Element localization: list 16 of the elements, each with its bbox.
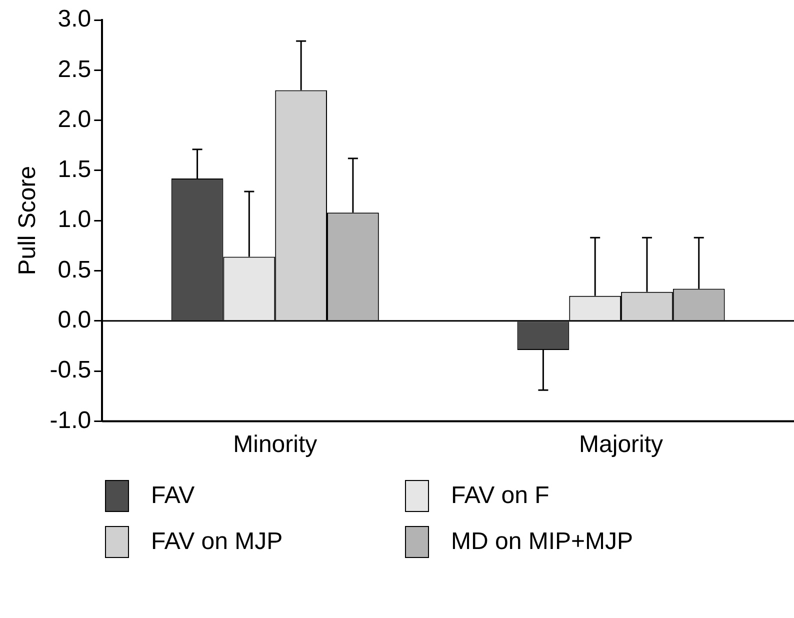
legend-label: FAV on MJP: [151, 528, 283, 556]
y-tick-label: 2.5: [58, 56, 92, 83]
y-tick-label: 0.5: [58, 256, 92, 284]
y-tick-label: 3.0: [58, 6, 92, 33]
y-tick-label: 2.0: [58, 106, 92, 133]
y-tick-label: -0.5: [50, 356, 92, 384]
x-tick-label: Minority: [233, 431, 318, 458]
y-tick-label: -1.0: [50, 406, 92, 434]
y-tick-label: 1.5: [58, 156, 92, 184]
y-tick-label: 0.0: [58, 306, 92, 334]
y-tick-label: 1.0: [58, 206, 92, 234]
x-tick-label: Majority: [579, 431, 664, 458]
legend-label: FAV on F: [451, 482, 550, 510]
legend-label: FAV: [151, 482, 195, 510]
y-axis-title: Pull Score: [14, 166, 42, 276]
legend-label: MD on MIP+MJP: [451, 528, 634, 556]
